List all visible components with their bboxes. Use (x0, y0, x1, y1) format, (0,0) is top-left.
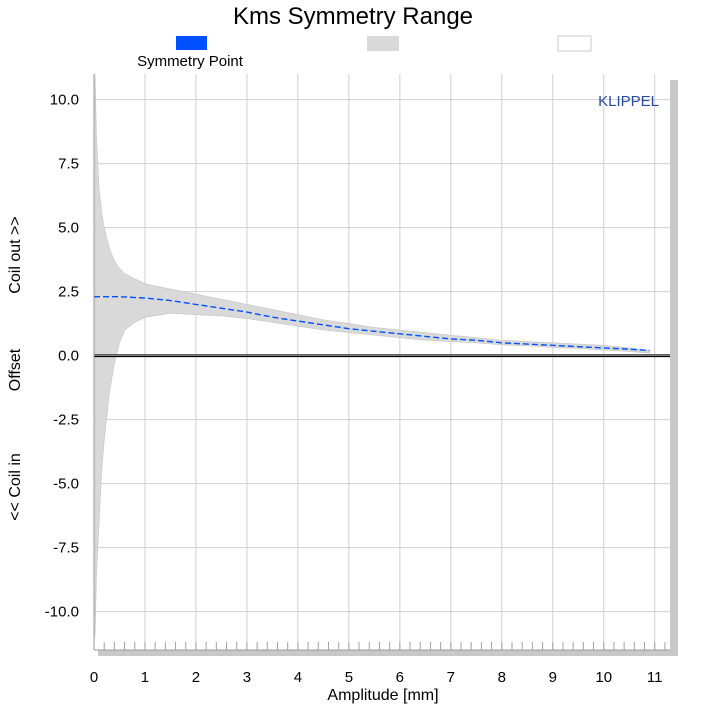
y-tick-label: 0.0 (58, 348, 79, 365)
y-tick-label: 5.0 (58, 220, 79, 237)
frame-shadow-right (670, 80, 678, 656)
chart-title: Kms Symmetry Range (233, 3, 473, 30)
symmetry-range-band (94, 73, 650, 638)
y-axis-label-coil-out: Coil out >> (7, 216, 24, 293)
x-tick-label: 3 (243, 669, 251, 686)
x-tick-label: 2 (192, 669, 200, 686)
y-tick-label: 7.5 (58, 156, 79, 173)
symmetry-point-line (94, 296, 650, 352)
plot-background (94, 74, 670, 650)
y-tick-label: -7.5 (53, 540, 79, 557)
x-axis-label: Amplitude [mm] (327, 687, 438, 704)
x-tick-label: 7 (447, 669, 455, 686)
x-tick-label: 0 (90, 669, 98, 686)
x-tick-label: 5 (345, 669, 353, 686)
x-tick-label: 4 (294, 669, 302, 686)
x-tick-label: 6 (396, 669, 404, 686)
y-tick-label: -10.0 (45, 604, 79, 621)
y-tick-label: 2.5 (58, 284, 79, 301)
y-tick-label: -5.0 (53, 476, 79, 493)
y-tick-label: 10.0 (50, 92, 79, 109)
x-tick-label: 10 (595, 669, 612, 686)
x-tick-label: 8 (498, 669, 506, 686)
legend-swatch-symmetry-point (176, 36, 207, 50)
legend-swatch-range (367, 36, 399, 51)
klippel-brand-label: KLIPPEL (598, 93, 659, 110)
x-tick-label: 1 (141, 669, 149, 686)
legend-swatch-empty (557, 35, 592, 52)
y-axis-label-offset: Offset (7, 348, 24, 391)
y-axis-label: Coil out >> Offset << Coil in (7, 216, 24, 520)
y-axis-label-coil-in: << Coil in (7, 453, 24, 521)
y-tick-label: -2.5 (53, 412, 79, 429)
plot-area: 0 1 2 3 4 5 6 7 8 9 10 11 10.0 7.5 5.0 2.5 0.0 -2.5 -5.0 -7… (45, 73, 678, 686)
frame-shadow-bottom (98, 650, 678, 656)
legend-label-symmetry-point: Symmetry Point (137, 53, 244, 70)
legend: Symmetry Point (137, 35, 592, 70)
x-tick-label: 9 (549, 669, 557, 686)
x-tick-label: 11 (647, 669, 663, 686)
